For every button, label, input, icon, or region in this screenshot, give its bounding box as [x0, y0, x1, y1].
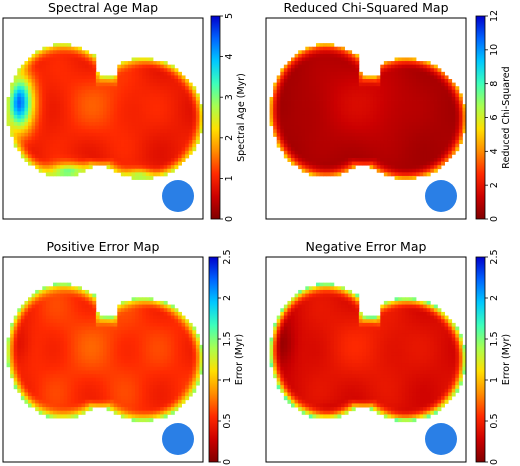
map-frame — [265, 17, 467, 220]
colorbar-tick-label: 2.5 — [489, 249, 500, 264]
map-image — [3, 18, 203, 219]
colorbar-tick-label: 2 — [489, 182, 500, 188]
colorbar-tick-label: 1 — [222, 377, 233, 383]
colorbar — [475, 15, 486, 220]
map-frame — [2, 17, 204, 220]
colorbar-tick-label: 10 — [489, 44, 500, 56]
colorbar-tick-label: 6 — [489, 114, 500, 120]
colorbar-tick-label: 0 — [489, 216, 500, 222]
colorbar-tick-label: 8 — [489, 81, 500, 87]
colorbar-label: Spectral Age (Myr) — [236, 73, 247, 162]
colorbar-tick-label: 1.5 — [222, 331, 233, 346]
map-frame — [265, 256, 467, 463]
colorbar-tick-label: 4 — [224, 54, 235, 60]
colorbar-tick-label: 0 — [224, 216, 235, 222]
colorbar-tick-label: 2 — [489, 295, 500, 301]
colorbar-label: Error (Myr) — [501, 334, 512, 385]
beam-marker — [162, 423, 194, 455]
colorbar — [210, 15, 221, 220]
colorbar-tick-label: 2 — [222, 295, 233, 301]
colorbar — [475, 256, 486, 463]
colorbar-label: Reduced Chi-Squared — [501, 66, 512, 168]
map-frame — [2, 256, 204, 463]
colorbar-tick-label: 1 — [489, 377, 500, 383]
colorbar-tick-label: 3 — [224, 94, 235, 100]
panel-title: Negative Error Map — [306, 239, 427, 254]
colorbar-tick-label: 0 — [222, 459, 233, 465]
colorbar-tick-label: 0.5 — [222, 413, 233, 428]
colorbar-tick-label: 1 — [224, 175, 235, 181]
colorbar-tick-label: 0 — [489, 459, 500, 465]
colorbar-tick-label: 1.5 — [489, 331, 500, 346]
panel-title: Spectral Age Map — [48, 0, 158, 15]
colorbar-tick-label: 2.5 — [222, 249, 233, 264]
colorbar — [208, 256, 219, 463]
beam-marker — [425, 423, 457, 455]
panel-title: Reduced Chi-Squared Map — [283, 0, 448, 15]
colorbar-tick-label: 0.5 — [489, 413, 500, 428]
beam-marker — [425, 180, 457, 212]
panel-title: Positive Error Map — [47, 239, 160, 254]
colorbar-tick-label: 4 — [489, 148, 500, 154]
colorbar-tick-label: 2 — [224, 135, 235, 141]
colorbar-tick-label: 12 — [489, 10, 500, 22]
beam-marker — [162, 180, 194, 212]
colorbar-label: Error (Myr) — [234, 334, 245, 385]
colorbar-tick-label: 5 — [224, 13, 235, 19]
